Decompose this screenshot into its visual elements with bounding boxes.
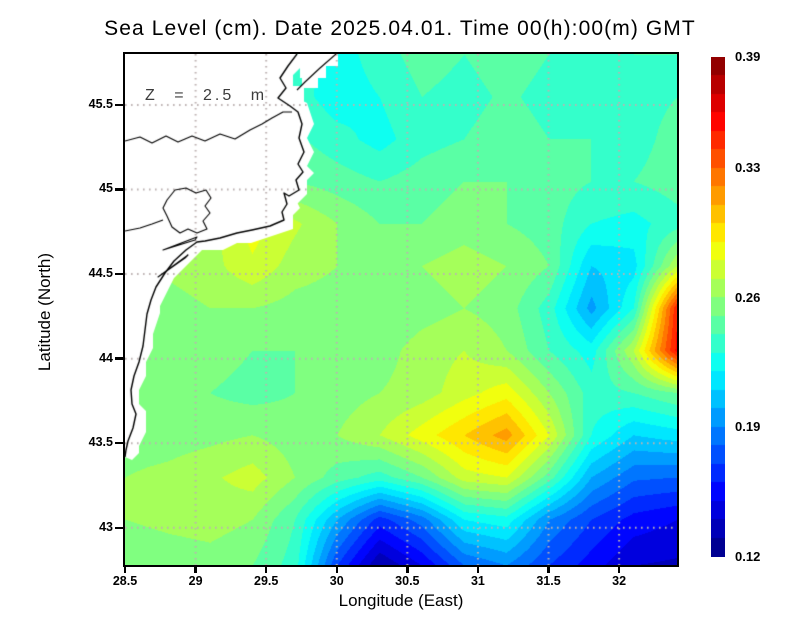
- y-axis-tick: [115, 442, 123, 445]
- x-axis-tick: [123, 565, 127, 573]
- y-tick-label: 43: [99, 519, 113, 534]
- y-tick-label: 43.5: [88, 435, 113, 450]
- x-axis-tick: [264, 565, 268, 573]
- x-tick-label: 28.5: [112, 574, 138, 588]
- y-tick-label: 44.5: [88, 266, 113, 281]
- y-axis-tick: [115, 272, 123, 276]
- y-axis-tick: [115, 526, 123, 529]
- x-tick-label: 32: [612, 574, 627, 588]
- x-tick-label: 29.5: [254, 574, 279, 588]
- colorbar-tick-label: 0.39: [735, 49, 761, 64]
- y-tick-label: 45: [99, 181, 113, 196]
- x-axis-tick: [476, 565, 480, 573]
- chart-title: Sea Level (cm). Date 2025.04.01. Time 00…: [104, 17, 696, 40]
- x-tick-label: 31: [470, 574, 485, 588]
- x-tick-label: 29: [188, 574, 203, 588]
- x-axis-tick: [617, 565, 621, 573]
- x-axis-tick: [547, 565, 550, 573]
- y-axis-tick: [115, 103, 123, 107]
- sea-level-heatmap: [125, 54, 677, 565]
- colorbar-tick-label: 0.33: [735, 160, 761, 176]
- x-tick-label: 30: [329, 574, 344, 588]
- x-axis-tick: [406, 565, 409, 573]
- x-axis-label: Longitude (East): [338, 591, 464, 610]
- plot-frame: [123, 52, 679, 567]
- depth-annotation: Z = 2.5 m: [145, 87, 268, 104]
- colorbar: [711, 57, 725, 557]
- y-tick-label: 45.5: [88, 96, 113, 111]
- colorbar-tick-label: 0.19: [735, 419, 761, 435]
- colorbar-tick-label: 0.26: [735, 289, 761, 305]
- y-axis-label: Latitude (North): [35, 252, 54, 372]
- x-tick-label: 30.5: [395, 574, 420, 588]
- y-axis-tick: [115, 357, 123, 360]
- x-axis-tick: [335, 565, 338, 573]
- y-tick-label: 44: [99, 350, 113, 365]
- colorbar-tick-label: 0.12: [735, 549, 761, 564]
- x-tick-label: 31.5: [536, 574, 561, 588]
- y-axis-tick: [115, 188, 123, 191]
- x-axis-tick: [194, 565, 197, 573]
